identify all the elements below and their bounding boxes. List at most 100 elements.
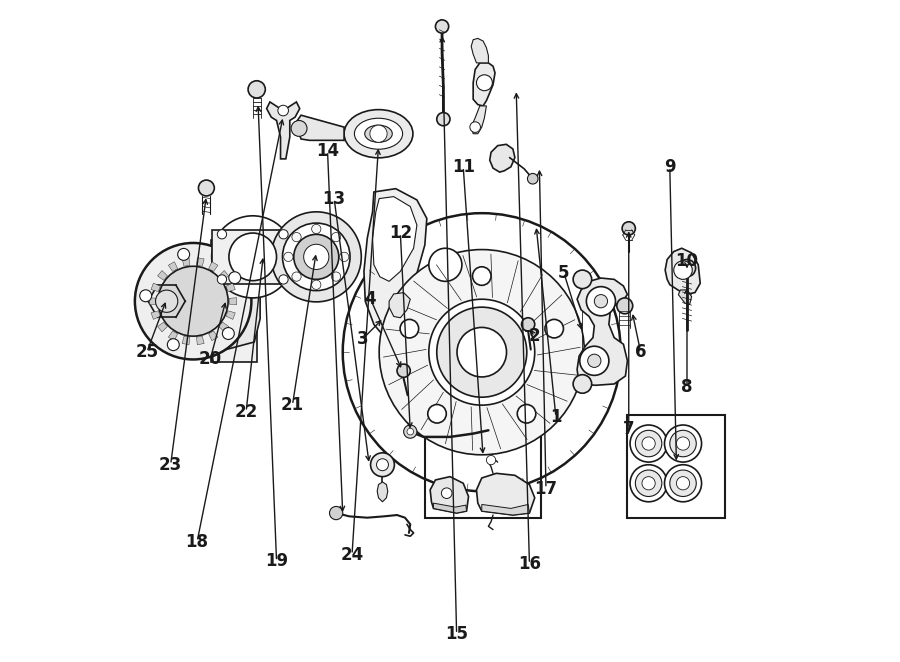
Polygon shape [226,311,235,319]
Circle shape [222,328,234,340]
Circle shape [158,266,228,336]
Circle shape [404,425,417,438]
Polygon shape [665,248,700,295]
Text: 14: 14 [316,142,339,160]
Polygon shape [209,331,218,341]
Text: 20: 20 [199,350,222,368]
Polygon shape [373,197,417,281]
Circle shape [217,275,227,284]
Circle shape [156,290,178,312]
Polygon shape [196,336,204,345]
Circle shape [311,280,321,289]
Circle shape [486,455,496,465]
Circle shape [379,250,584,455]
Circle shape [518,404,536,423]
Ellipse shape [344,110,413,158]
Circle shape [229,233,276,281]
Circle shape [472,267,491,285]
Text: 1: 1 [550,408,562,426]
Polygon shape [196,258,204,266]
Text: 17: 17 [535,479,558,498]
Circle shape [674,261,692,279]
Text: 22: 22 [235,402,257,421]
Circle shape [248,81,266,98]
Polygon shape [679,290,691,305]
Circle shape [664,465,702,502]
Polygon shape [473,63,495,106]
Text: 10: 10 [676,252,698,271]
Circle shape [521,318,535,331]
Circle shape [436,113,450,126]
Text: 3: 3 [356,330,368,348]
Circle shape [167,339,179,351]
Circle shape [140,290,151,302]
Polygon shape [158,271,167,280]
Circle shape [370,125,387,142]
Text: 19: 19 [265,552,288,571]
Circle shape [279,275,288,284]
Circle shape [573,375,591,393]
Text: 15: 15 [446,625,468,643]
Circle shape [271,212,361,302]
Text: 2: 2 [529,327,541,346]
Circle shape [293,234,338,279]
Circle shape [476,75,492,91]
Circle shape [635,430,662,457]
Polygon shape [149,298,158,305]
Polygon shape [377,482,388,502]
Circle shape [331,272,340,281]
Polygon shape [219,271,229,280]
Circle shape [400,319,418,338]
Circle shape [291,120,307,136]
Polygon shape [168,261,177,271]
Polygon shape [430,477,469,513]
Circle shape [580,346,609,375]
Bar [627,415,725,518]
Text: 8: 8 [681,378,693,397]
Circle shape [303,244,328,269]
Circle shape [198,180,214,196]
Circle shape [677,477,689,490]
Polygon shape [490,144,515,172]
Circle shape [677,437,689,450]
Circle shape [397,364,410,377]
Text: 24: 24 [340,545,364,564]
Circle shape [630,465,667,502]
Text: 6: 6 [634,343,646,361]
Circle shape [642,437,655,450]
Circle shape [278,105,289,116]
Polygon shape [296,115,344,140]
Text: 25: 25 [135,343,158,361]
Polygon shape [209,261,218,271]
Circle shape [135,243,251,359]
Ellipse shape [355,118,402,149]
Circle shape [441,488,452,498]
Circle shape [292,232,302,242]
Polygon shape [472,38,489,63]
Circle shape [331,232,340,242]
Text: 23: 23 [159,455,183,474]
Text: 12: 12 [389,224,412,242]
Circle shape [217,230,227,239]
Circle shape [670,470,697,496]
Circle shape [622,222,635,235]
Polygon shape [434,503,466,513]
Circle shape [457,328,507,377]
Circle shape [630,425,667,462]
Polygon shape [211,249,260,354]
Circle shape [527,173,538,184]
Circle shape [470,122,481,132]
Circle shape [436,307,526,397]
Polygon shape [389,293,410,318]
Polygon shape [182,258,190,266]
Circle shape [573,270,591,289]
Circle shape [371,453,394,477]
Circle shape [407,428,414,435]
Polygon shape [219,322,229,332]
Polygon shape [168,331,177,341]
Polygon shape [151,311,160,319]
Circle shape [343,213,621,491]
Circle shape [212,216,293,298]
Circle shape [594,295,608,308]
Text: 18: 18 [185,532,209,551]
